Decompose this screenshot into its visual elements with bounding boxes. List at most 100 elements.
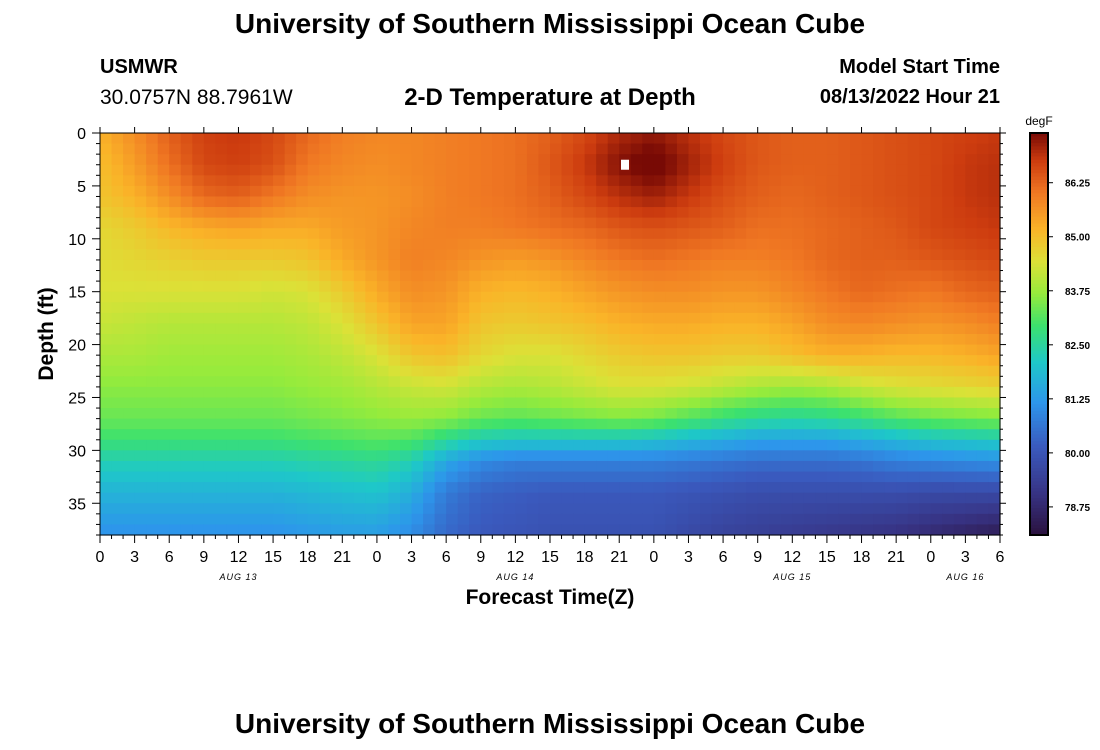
heat-cell bbox=[907, 439, 920, 451]
heat-cell bbox=[492, 207, 505, 219]
heat-cell bbox=[769, 249, 782, 261]
heat-cell bbox=[457, 164, 470, 176]
heat-cell bbox=[400, 334, 413, 346]
heat-cell bbox=[896, 429, 909, 441]
colorbar-step bbox=[1030, 464, 1048, 469]
heat-cell bbox=[250, 270, 263, 282]
heat-cell bbox=[192, 217, 205, 229]
heat-cell bbox=[434, 175, 447, 187]
heat-cell bbox=[376, 334, 390, 346]
heat-cell bbox=[884, 492, 897, 504]
heat-cell bbox=[653, 249, 666, 261]
heat-cell bbox=[838, 513, 851, 526]
heat-cell bbox=[884, 397, 897, 409]
heat-cell bbox=[896, 355, 909, 367]
heat-cell bbox=[884, 355, 897, 367]
heat-cell bbox=[769, 429, 782, 441]
heat-cell bbox=[273, 164, 286, 176]
heat-cell bbox=[919, 492, 932, 504]
heat-cell bbox=[215, 355, 228, 367]
colorbar-step bbox=[1030, 270, 1048, 275]
heat-cell bbox=[919, 154, 932, 166]
heat-cell bbox=[873, 302, 886, 314]
heat-cell bbox=[169, 503, 182, 515]
heat-cell bbox=[596, 154, 609, 166]
heat-cell bbox=[203, 334, 216, 346]
heat-cell bbox=[907, 344, 920, 356]
heat-cell bbox=[665, 334, 678, 346]
heat-cell bbox=[273, 386, 286, 399]
heat-cell bbox=[342, 376, 355, 388]
heat-cell bbox=[307, 154, 320, 166]
heat-cell bbox=[861, 365, 874, 377]
heat-cell bbox=[284, 175, 297, 187]
heat-cell bbox=[238, 175, 251, 187]
heat-cell bbox=[400, 429, 413, 441]
heat-cell bbox=[342, 460, 355, 473]
x-tick-label: 15 bbox=[818, 549, 836, 566]
colorbar-step bbox=[1030, 421, 1048, 426]
heat-cell bbox=[134, 175, 147, 187]
heat-cell bbox=[388, 429, 401, 441]
heat-cell bbox=[584, 503, 597, 515]
heat-cell bbox=[630, 524, 643, 536]
heat-cell bbox=[100, 196, 113, 208]
heat-cell bbox=[630, 334, 643, 346]
heat-cell bbox=[734, 397, 747, 409]
heat-cell bbox=[423, 259, 436, 272]
colorbar-step bbox=[1030, 511, 1048, 516]
heat-cell bbox=[988, 323, 1001, 335]
heat-cell bbox=[238, 207, 251, 219]
heat-cell bbox=[469, 217, 482, 229]
heat-cell bbox=[538, 344, 551, 356]
heat-cell bbox=[988, 513, 1001, 526]
heat-cell bbox=[238, 323, 251, 335]
heat-cell bbox=[319, 386, 332, 399]
heat-cell bbox=[769, 408, 782, 420]
heat-cell bbox=[988, 365, 1001, 377]
model-start-label: Model Start Time bbox=[839, 56, 1000, 78]
heat-cell bbox=[203, 323, 216, 335]
heat-cell bbox=[157, 344, 170, 356]
heat-cell bbox=[180, 154, 193, 166]
heat-cell bbox=[988, 408, 1001, 420]
heat-cell bbox=[826, 439, 840, 451]
heat-cell bbox=[157, 302, 170, 314]
x-tick-label: 3 bbox=[961, 549, 970, 566]
heat-cell bbox=[630, 460, 643, 473]
heat-cell bbox=[457, 355, 470, 367]
heat-cell bbox=[907, 302, 920, 314]
heat-cell bbox=[953, 482, 966, 494]
heat-cell bbox=[746, 376, 759, 388]
heat-cell bbox=[653, 450, 666, 462]
heat-cell bbox=[238, 397, 251, 409]
heat-cell bbox=[480, 143, 493, 155]
heat-cell bbox=[630, 492, 643, 504]
heat-cell bbox=[826, 397, 840, 409]
heat-cell bbox=[238, 238, 251, 250]
heat-cell bbox=[330, 492, 343, 504]
heat-cell bbox=[307, 450, 320, 462]
heat-cell bbox=[250, 281, 263, 293]
heat-cell bbox=[446, 482, 459, 494]
heat-cell bbox=[573, 164, 586, 176]
heat-cell bbox=[261, 429, 274, 441]
heat-cell bbox=[100, 323, 113, 335]
heat-cell bbox=[226, 397, 240, 409]
heat-cell bbox=[642, 133, 655, 145]
heat-cell bbox=[388, 376, 401, 388]
heat-cell bbox=[100, 154, 113, 166]
heat-cell bbox=[123, 249, 136, 261]
heat-cell bbox=[261, 418, 274, 430]
heat-cell bbox=[930, 524, 943, 536]
heat-cell bbox=[884, 429, 897, 441]
heat-cell bbox=[780, 471, 793, 483]
heat-cell bbox=[215, 492, 228, 504]
heat-cell bbox=[838, 217, 851, 229]
heat-cell bbox=[111, 492, 124, 504]
heat-cell bbox=[988, 471, 1001, 483]
heat-cell bbox=[503, 238, 516, 250]
heat-cell bbox=[342, 365, 355, 377]
heat-cell bbox=[584, 270, 597, 282]
heat-cell bbox=[146, 397, 159, 409]
